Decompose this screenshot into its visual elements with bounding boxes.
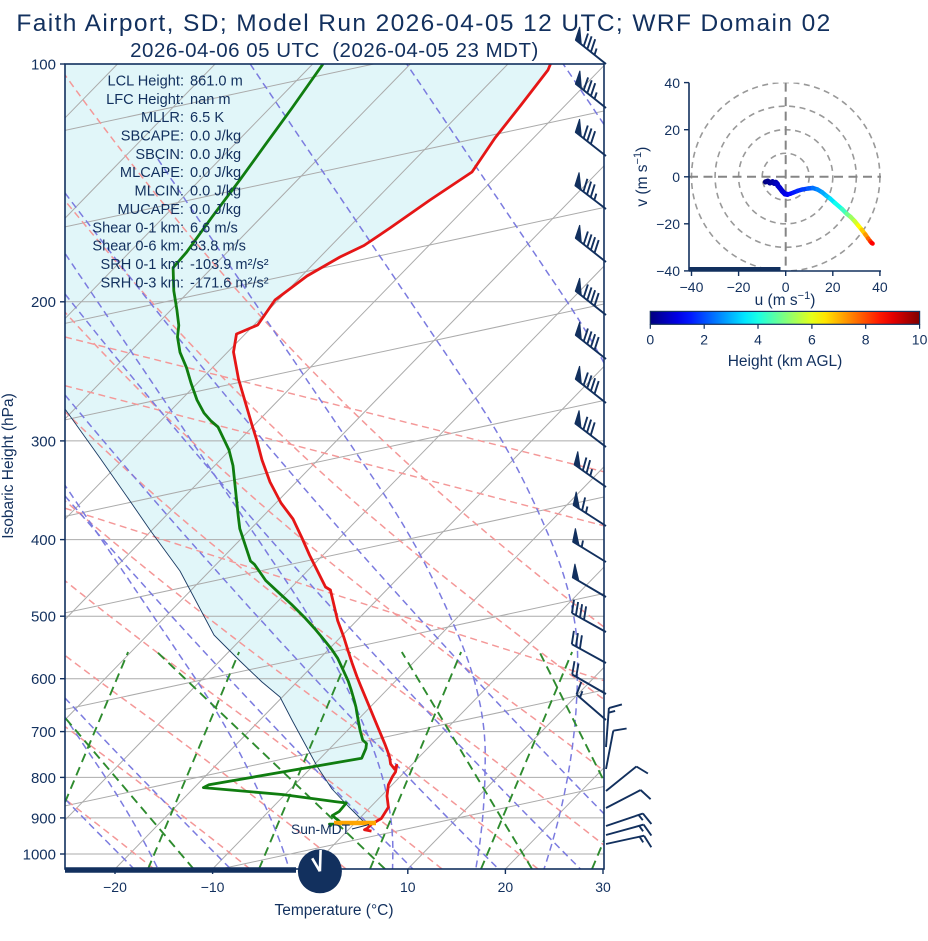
svg-text:−20: −20 <box>727 279 751 295</box>
svg-text:30: 30 <box>595 879 611 895</box>
svg-text:600: 600 <box>31 671 56 688</box>
svg-text:6.6 m/s: 6.6 m/s <box>190 220 238 236</box>
svg-text:−40: −40 <box>656 263 680 279</box>
svg-text:300: 300 <box>31 433 56 450</box>
svg-text:Temperature (°C): Temperature (°C) <box>274 902 393 919</box>
svg-text:0: 0 <box>782 279 790 295</box>
svg-text:40: 40 <box>872 279 888 295</box>
svg-text:20: 20 <box>825 279 841 295</box>
svg-text:MLCIN:: MLCIN: <box>135 184 184 200</box>
svg-text:SBCAPE:: SBCAPE: <box>121 129 184 145</box>
svg-text:861.0 m: 861.0 m <box>190 74 243 90</box>
svg-text:0: 0 <box>646 331 654 347</box>
svg-text:nan m: nan m <box>190 92 231 108</box>
svg-text:0.0 J/kg: 0.0 J/kg <box>190 202 241 218</box>
svg-text:2: 2 <box>700 331 708 347</box>
svg-text:0.0 J/kg: 0.0 J/kg <box>190 184 241 200</box>
svg-text:8: 8 <box>862 331 870 347</box>
svg-text:Sun-MDT: Sun-MDT <box>291 822 351 837</box>
svg-text:800: 800 <box>31 770 56 787</box>
svg-text:40: 40 <box>664 75 680 91</box>
svg-text:0.0 J/kg: 0.0 J/kg <box>190 129 241 145</box>
svg-text:100: 100 <box>31 56 56 73</box>
svg-text:10: 10 <box>912 331 928 347</box>
svg-text:Faith Airport, SD; Model Run 2: Faith Airport, SD; Model Run 2026-04-05 … <box>16 10 831 37</box>
svg-text:900: 900 <box>31 810 56 827</box>
svg-text:LCL Height:: LCL Height: <box>107 74 184 90</box>
svg-text:200: 200 <box>31 294 56 311</box>
svg-text:Shear 0-1 km:: Shear 0-1 km: <box>92 220 184 236</box>
svg-text:33.8 m/s: 33.8 m/s <box>190 239 246 255</box>
svg-text:10: 10 <box>400 879 416 895</box>
svg-text:1000: 1000 <box>23 846 56 863</box>
svg-text:MUCAPE:: MUCAPE: <box>118 202 185 218</box>
svg-text:0: 0 <box>672 169 680 185</box>
svg-text:20: 20 <box>498 879 514 895</box>
svg-text:400: 400 <box>31 532 56 549</box>
svg-text:4: 4 <box>754 331 762 347</box>
svg-text:500: 500 <box>31 609 56 626</box>
svg-text:−20: −20 <box>656 216 680 232</box>
svg-text:Height (km AGL): Height (km AGL) <box>728 353 843 370</box>
svg-text:0.0 J/kg: 0.0 J/kg <box>190 147 241 163</box>
svg-text:−20: −20 <box>103 879 127 895</box>
svg-text:6.5 K: 6.5 K <box>190 110 224 126</box>
svg-text:−40: −40 <box>680 279 704 295</box>
svg-text:MLCAPE:: MLCAPE: <box>120 165 184 181</box>
svg-text:SRH 0-1 km:: SRH 0-1 km: <box>100 257 184 273</box>
svg-text:SBCIN:: SBCIN: <box>135 147 184 163</box>
svg-text:-103.9 m²/s²: -103.9 m²/s² <box>190 257 269 273</box>
svg-text:SRH 0-3 km:: SRH 0-3 km: <box>100 275 184 291</box>
svg-text:20: 20 <box>664 122 680 138</box>
svg-text:-171.6 m²/s²: -171.6 m²/s² <box>190 275 269 291</box>
svg-text:−10: −10 <box>201 879 225 895</box>
svg-text:Shear 0-6 km:: Shear 0-6 km: <box>92 239 184 255</box>
svg-text:LFC Height:: LFC Height: <box>106 92 184 108</box>
svg-text:0.0 J/kg: 0.0 J/kg <box>190 165 241 181</box>
svg-text:6: 6 <box>808 331 816 347</box>
svg-text:MLLR:: MLLR: <box>141 110 184 126</box>
svg-text:Isobaric Height (hPa): Isobaric Height (hPa) <box>0 393 17 539</box>
svg-text:700: 700 <box>31 724 56 741</box>
svg-text:2026-04-06 05 UTC (2026-04-05: 2026-04-06 05 UTC (2026-04-05 23 MDT) <box>130 39 539 62</box>
